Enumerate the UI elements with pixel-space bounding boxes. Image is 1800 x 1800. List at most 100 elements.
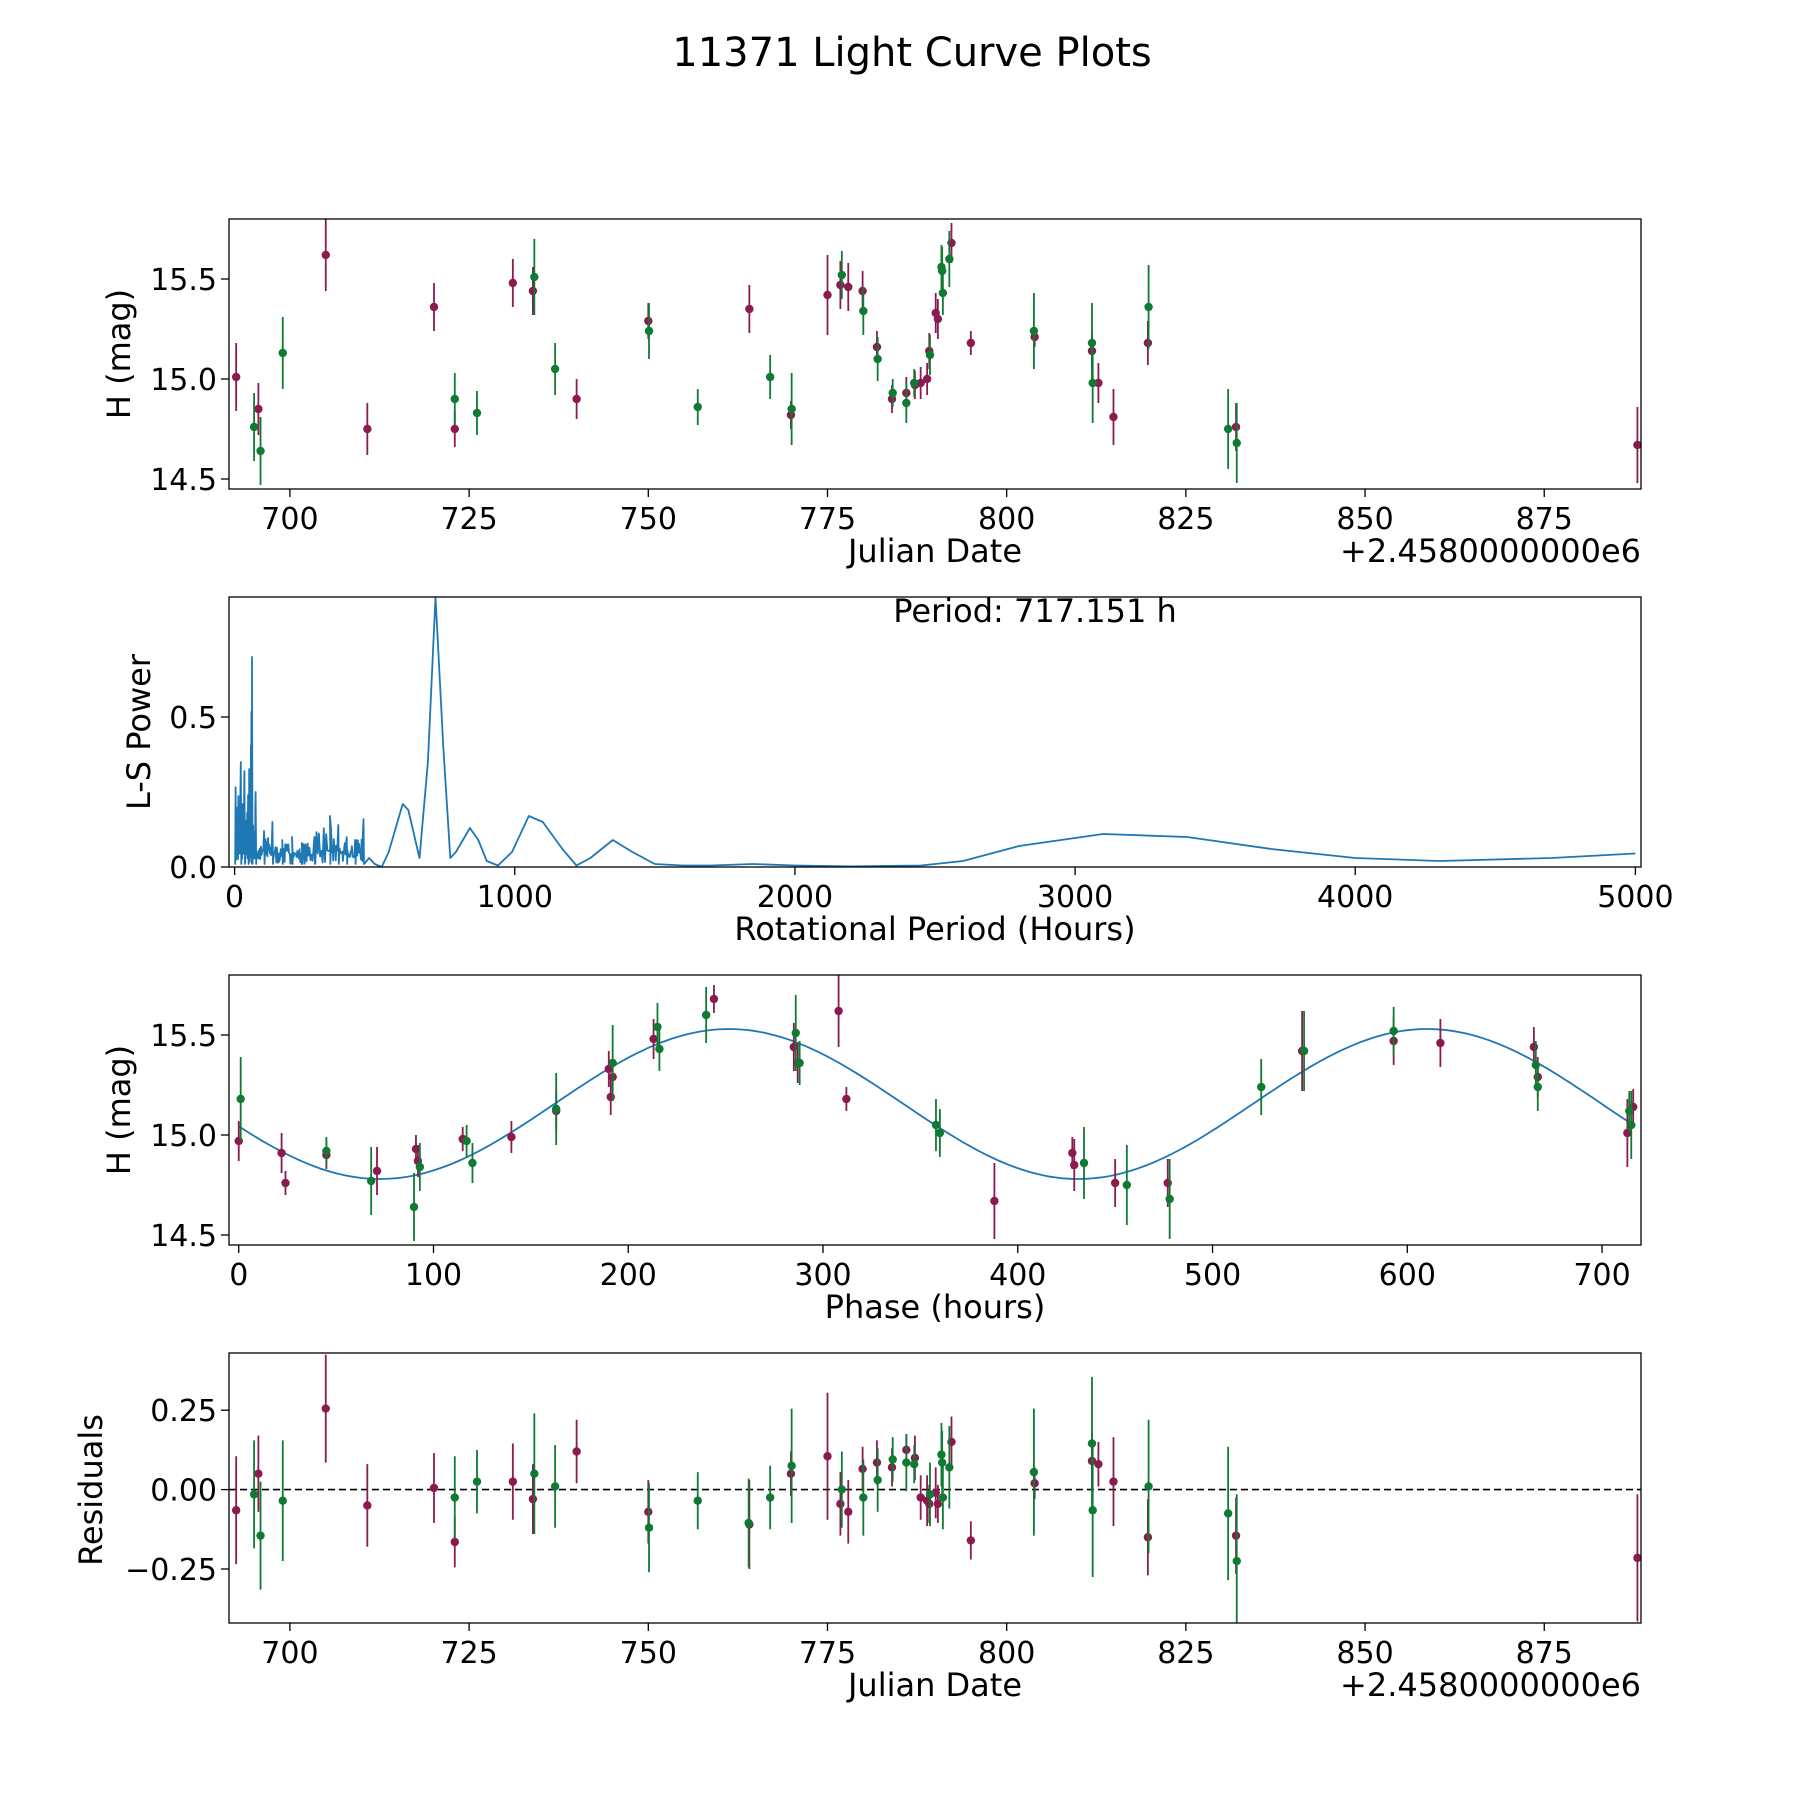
phased-marker bbox=[415, 1162, 425, 1172]
residuals-point-g bbox=[910, 1445, 919, 1484]
phased-marker bbox=[1122, 1180, 1132, 1190]
phased-marker bbox=[507, 1132, 516, 1142]
lightcurve-marker bbox=[1109, 412, 1118, 422]
lightcurve-point-g bbox=[765, 355, 775, 399]
lightcurve-marker bbox=[945, 254, 954, 264]
phased-marker bbox=[468, 1158, 477, 1168]
residuals-point-g bbox=[744, 1478, 753, 1568]
residuals-marker bbox=[1232, 1556, 1241, 1566]
lightcurve-marker bbox=[1088, 378, 1097, 388]
phased-marker bbox=[1529, 1042, 1539, 1052]
residuals-point-g bbox=[837, 1451, 847, 1528]
periodogram-xlabel: Rotational Period (Hours) bbox=[734, 910, 1135, 948]
residuals-point-r bbox=[823, 1392, 832, 1520]
residuals-xtick-label: 700 bbox=[261, 1636, 318, 1671]
lightcurve-marker bbox=[1223, 424, 1233, 434]
lightcurve-ytick-label: 15.0 bbox=[150, 363, 217, 398]
phased-point-g bbox=[551, 1073, 561, 1145]
phased-marker bbox=[931, 1120, 941, 1130]
phased-point-r bbox=[604, 1051, 613, 1087]
residuals-xtick-label: 800 bbox=[978, 1636, 1035, 1671]
lightcurve-point-r bbox=[572, 379, 581, 419]
phased-marker bbox=[1110, 1178, 1120, 1188]
phased-point-r bbox=[507, 1121, 516, 1153]
lightcurve-xtick-label: 775 bbox=[799, 502, 856, 537]
lightcurve-marker bbox=[472, 408, 482, 418]
periodogram-ylabel: L-S Power bbox=[120, 653, 158, 810]
phased-marker bbox=[1625, 1106, 1634, 1116]
phased-point-g bbox=[608, 1025, 617, 1101]
periodogram-plot-area bbox=[234, 597, 1636, 867]
lightcurve-panel: 700 725 750 775 800 825 850 875 14.5 15.0 15.5 Ju… bbox=[100, 218, 1642, 570]
residuals-marker bbox=[429, 1483, 439, 1493]
lightcurve-marker bbox=[1232, 438, 1241, 448]
residuals-xtick-label: 725 bbox=[440, 1636, 497, 1671]
lightcurve-point-r bbox=[966, 331, 976, 355]
residuals-marker bbox=[765, 1493, 775, 1502]
lightcurve-plot-area bbox=[231, 219, 1641, 485]
phased-marker bbox=[842, 1094, 851, 1104]
lightcurve-frame bbox=[228, 218, 1642, 490]
lightcurve-point-g bbox=[938, 271, 948, 315]
lightcurve-marker bbox=[528, 286, 538, 296]
residuals-marker bbox=[744, 1518, 753, 1528]
phased-point-r bbox=[372, 1147, 382, 1195]
phased-marker bbox=[236, 1094, 245, 1104]
residuals-yticks: −0.25 0.00 0.25 bbox=[125, 1394, 229, 1588]
residuals-marker bbox=[508, 1477, 518, 1486]
lightcurve-marker bbox=[254, 404, 263, 414]
residuals-ytick-label: −0.25 bbox=[125, 1553, 217, 1588]
phased-point-g bbox=[462, 1125, 471, 1157]
phased-xtick-label: 600 bbox=[1379, 1258, 1436, 1293]
lightcurve-ytick-label: 14.5 bbox=[150, 463, 217, 498]
residuals-marker bbox=[1633, 1553, 1641, 1563]
lightcurve-point-g bbox=[693, 389, 702, 425]
lightcurve-point-r bbox=[836, 261, 845, 309]
periodogram-xticks: 0 1000 2000 3000 4000 5000 bbox=[225, 867, 1674, 915]
residuals-point-g bbox=[249, 1440, 259, 1549]
phased-ytick-label: 14.5 bbox=[150, 1219, 217, 1254]
lightcurve-point-g bbox=[859, 287, 868, 335]
lightcurve-point-r bbox=[823, 255, 832, 335]
lightcurve-point-r bbox=[745, 285, 754, 333]
residuals-marker bbox=[902, 1458, 911, 1467]
phased-panel: 0 100 200 300 400 500 600 700 14.5 15.0 15.5 Phas… bbox=[100, 974, 1642, 1326]
residuals-point-r bbox=[363, 1464, 372, 1547]
lightcurve-point-g bbox=[910, 369, 919, 397]
phased-point-g bbox=[1389, 1007, 1398, 1055]
residuals-marker bbox=[1094, 1459, 1103, 1469]
phased-point-g bbox=[1627, 1091, 1636, 1159]
periodogram-xtick-label: 0 bbox=[225, 880, 244, 915]
phased-point-g bbox=[935, 1109, 945, 1157]
residuals-marker bbox=[278, 1496, 287, 1505]
residuals-marker bbox=[254, 1469, 263, 1478]
phased-marker bbox=[653, 1022, 662, 1032]
phased-marker bbox=[551, 1104, 561, 1114]
residuals-marker bbox=[836, 1499, 845, 1509]
residuals-point-r bbox=[844, 1480, 853, 1544]
phased-point-g bbox=[1165, 1159, 1174, 1239]
phased-marker bbox=[1079, 1158, 1089, 1168]
residuals-ytick-label: 0.00 bbox=[150, 1474, 217, 1509]
phased-point-g bbox=[409, 1173, 419, 1241]
residuals-data bbox=[229, 1354, 1641, 1623]
phased-point-g bbox=[366, 1147, 376, 1215]
phased-point-g bbox=[468, 1143, 477, 1183]
lightcurve-point-r bbox=[1633, 407, 1641, 483]
residuals-marker bbox=[256, 1531, 265, 1540]
lightcurve-point-r bbox=[916, 367, 925, 399]
residuals-offset-label: +2.4580000000e6 bbox=[1340, 1666, 1641, 1704]
periodogram-data bbox=[234, 597, 1636, 867]
residuals-point-g bbox=[938, 1465, 948, 1530]
lightcurve-xtick-label: 800 bbox=[978, 502, 1035, 537]
residuals-point-g bbox=[859, 1459, 868, 1536]
lightcurve-point-r bbox=[922, 363, 932, 395]
phased-marker bbox=[1623, 1128, 1632, 1138]
phased-marker bbox=[1627, 1120, 1636, 1130]
residuals-point-r bbox=[1633, 1494, 1641, 1622]
residuals-point-g bbox=[450, 1456, 459, 1539]
lightcurve-marker bbox=[859, 306, 868, 316]
lightcurve-xlabel: Julian Date bbox=[846, 532, 1022, 570]
lightcurve-marker bbox=[249, 422, 259, 432]
residuals-marker bbox=[572, 1447, 581, 1456]
